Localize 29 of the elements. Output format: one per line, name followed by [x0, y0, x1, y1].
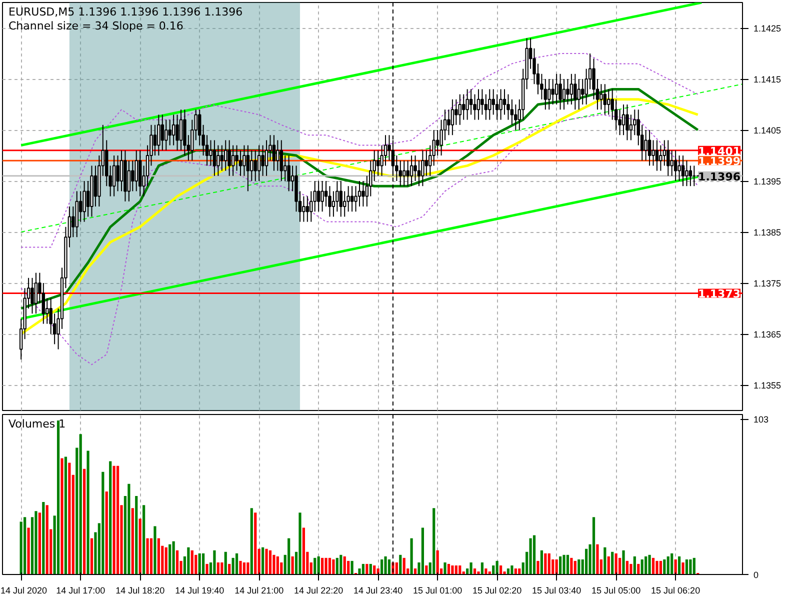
- x-tick-label: 15 Jul 06:20: [651, 586, 700, 596]
- x-tick-label: 14 Jul 18:20: [116, 586, 165, 596]
- x-tick-label: 14 Jul 22:20: [294, 586, 344, 596]
- x-tick-label: 14 Jul 2020: [0, 586, 48, 596]
- chart-title: EURUSD,M5 1.1396 1.1396 1.1396 1.1396: [8, 6, 243, 18]
- x-tick-label: 15 Jul 01:00: [413, 586, 462, 596]
- y-tick-label: 1.1405: [754, 126, 782, 136]
- x-tick-label: 15 Jul 02:20: [472, 586, 522, 596]
- y-tick-label: 103: [754, 414, 769, 425]
- x-tick-label: 15 Jul 03:40: [532, 586, 582, 596]
- y-tick-label: 1.1425: [754, 24, 782, 34]
- chart-title: Volumes 1: [8, 418, 66, 430]
- annotation: Channel size = 34 Slope = 0.16: [8, 20, 184, 32]
- ref-line-label: 1.1399: [698, 155, 741, 168]
- x-tick-label: 14 Jul 23:40: [354, 586, 403, 596]
- x-tick-label: 14 Jul 19:40: [175, 586, 224, 596]
- y-tick-label: 1.1365: [754, 330, 782, 340]
- y-tick-label: 1.1395: [754, 176, 782, 186]
- y-tick-label: 0: [754, 570, 759, 580]
- y-tick-label: 1.1355: [754, 380, 782, 390]
- x-tick-label: 15 Jul 05:00: [592, 586, 641, 596]
- x-tick-label: 14 Jul 21:00: [234, 586, 284, 596]
- y-tick-label: 1.1385: [754, 228, 782, 238]
- ref-line-label: 1.1401: [698, 144, 741, 158]
- y-tick-label: 1.1415: [754, 74, 782, 84]
- ref-line-label: 1.1373: [698, 288, 741, 301]
- x-tick-label: 14 Jul 17:00: [56, 586, 106, 596]
- y-tick-label: 1.1375: [754, 278, 782, 288]
- ref-line-label: 1.1396: [698, 170, 741, 184]
